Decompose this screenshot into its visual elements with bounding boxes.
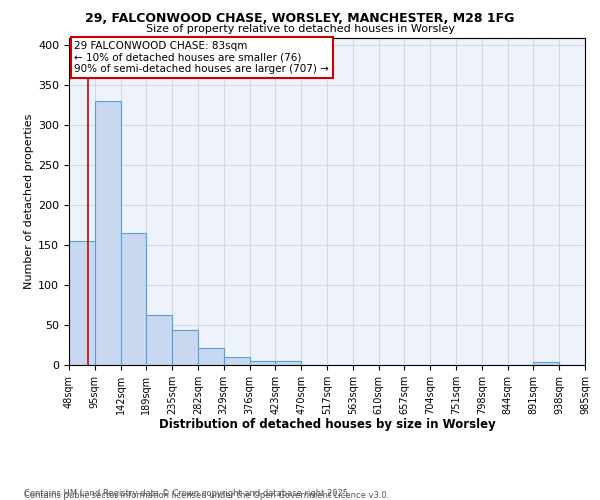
Bar xyxy=(172,330,198,365)
Bar xyxy=(250,361,275,365)
Y-axis label: Number of detached properties: Number of detached properties xyxy=(24,114,34,289)
Bar xyxy=(95,102,121,365)
Text: Contains HM Land Registry data © Crown copyright and database right 2025.: Contains HM Land Registry data © Crown c… xyxy=(24,488,350,498)
Text: 29, FALCONWOOD CHASE, WORSLEY, MANCHESTER, M28 1FG: 29, FALCONWOOD CHASE, WORSLEY, MANCHESTE… xyxy=(85,12,515,26)
Bar xyxy=(146,314,172,365)
Text: Size of property relative to detached houses in Worsley: Size of property relative to detached ho… xyxy=(146,24,455,34)
Bar xyxy=(275,361,301,365)
Bar xyxy=(533,362,559,365)
X-axis label: Distribution of detached houses by size in Worsley: Distribution of detached houses by size … xyxy=(158,418,496,432)
Bar xyxy=(198,348,224,365)
Bar xyxy=(69,241,95,365)
Text: 29 FALCONWOOD CHASE: 83sqm
← 10% of detached houses are smaller (76)
90% of semi: 29 FALCONWOOD CHASE: 83sqm ← 10% of deta… xyxy=(74,41,329,74)
Text: Contains public sector information licensed under the Open Government Licence v3: Contains public sector information licen… xyxy=(24,491,389,500)
Bar xyxy=(224,357,250,365)
Bar xyxy=(121,233,146,365)
